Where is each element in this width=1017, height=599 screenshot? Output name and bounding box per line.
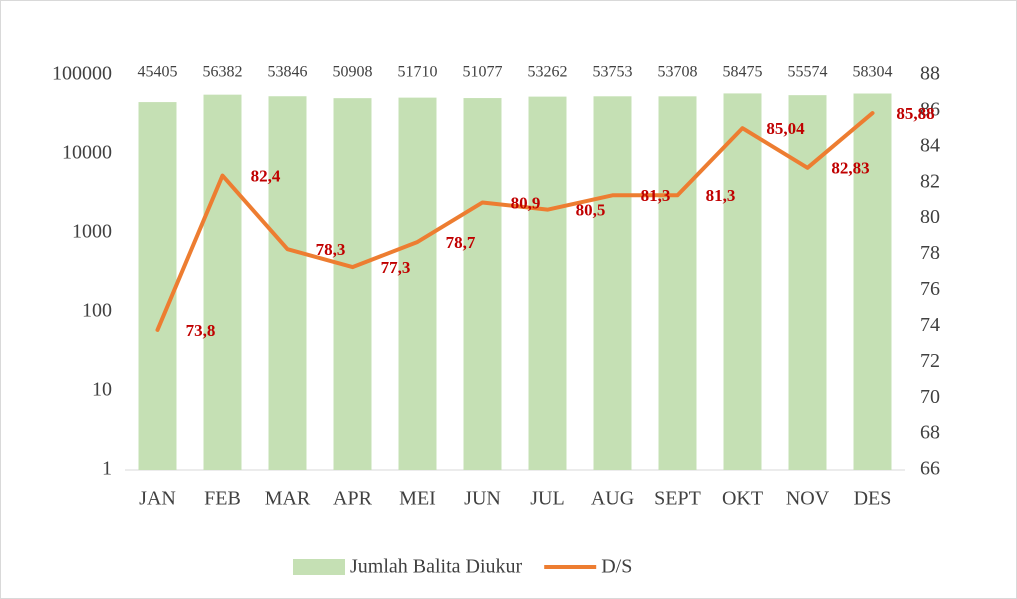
line-value-label: 77,3 — [381, 258, 411, 277]
bar-value-label: 51077 — [463, 64, 503, 81]
bar — [203, 94, 242, 470]
bar — [593, 96, 632, 470]
x-tick-label: JUL — [530, 488, 564, 510]
bar — [788, 95, 827, 470]
bar — [723, 93, 762, 470]
line-value-label: 85,04 — [766, 119, 805, 138]
bar-value-label: 56382 — [203, 64, 243, 81]
y2-tick-label: 84 — [920, 134, 940, 156]
legend-label: D/S — [601, 556, 632, 578]
bar — [853, 93, 892, 470]
y2-tick-label: 88 — [920, 63, 940, 85]
y2-tick-label: 80 — [920, 206, 940, 228]
bar-value-label: 58475 — [723, 64, 763, 81]
line-value-label: 85,88 — [896, 104, 934, 123]
x-tick-label: SEPT — [654, 488, 701, 510]
y2-tick-label: 70 — [920, 386, 940, 408]
bar — [398, 97, 437, 470]
bar — [528, 96, 567, 470]
legend-swatch — [293, 559, 345, 575]
legend-label: Jumlah Balita Diukur — [350, 556, 523, 578]
bar — [333, 98, 372, 470]
y-tick-label: 10000 — [62, 142, 112, 164]
y2-tick-label: 74 — [920, 314, 940, 336]
x-tick-label: DES — [854, 488, 892, 510]
line-value-label: 78,3 — [316, 240, 346, 259]
y-tick-label: 1000 — [72, 221, 112, 243]
x-tick-label: JAN — [139, 488, 176, 510]
x-tick-label: FEB — [204, 488, 241, 510]
x-tick-label: MEI — [399, 488, 436, 510]
y2-tick-label: 68 — [920, 422, 940, 444]
line-value-label: 80,9 — [511, 193, 541, 212]
y2-tick-label: 76 — [920, 278, 940, 300]
line — [155, 111, 875, 332]
x-tick-label: APR — [333, 488, 373, 510]
bar-value-label: 51710 — [398, 64, 438, 81]
x-tick-label: OKT — [722, 488, 763, 510]
bar — [658, 96, 697, 471]
bar-value-label: 53708 — [658, 64, 698, 81]
x-tick-label: JUN — [464, 488, 501, 510]
y-tick-label: 10 — [92, 379, 112, 401]
bar-value-label: 53846 — [268, 64, 308, 81]
line-value-label: 78,7 — [446, 233, 476, 252]
x-tick-label: MAR — [265, 488, 311, 510]
y2-tick-label: 66 — [920, 458, 940, 480]
line-value-label: 81,3 — [641, 186, 671, 205]
line-value-label: 81,3 — [706, 186, 736, 205]
line-value-label: 80,5 — [576, 201, 606, 220]
line-value-label: 82,4 — [251, 166, 281, 185]
bar-value-label: 58304 — [853, 64, 893, 81]
bar — [138, 102, 177, 470]
bar-value-label: 50908 — [333, 64, 373, 81]
y-tick-label: 100000 — [52, 63, 112, 85]
x-tick-label: NOV — [786, 488, 830, 510]
y2-tick-label: 82 — [920, 170, 940, 192]
y2-tick-label: 86 — [920, 99, 940, 121]
bar — [268, 96, 307, 470]
bar-value-label: 53262 — [528, 64, 568, 81]
line-value-label: 82,83 — [831, 159, 869, 178]
bar-value-label: 55574 — [788, 64, 828, 81]
y-tick-label: 1 — [102, 458, 112, 480]
y2-tick-label: 72 — [920, 350, 940, 372]
y-tick-label: 100 — [82, 300, 112, 322]
bar-value-label: 53753 — [593, 64, 633, 81]
bar-value-label: 45405 — [138, 64, 178, 81]
x-tick-label: AUG — [591, 488, 634, 510]
line-value-label: 73,8 — [186, 321, 216, 340]
bar — [463, 98, 502, 470]
y2-tick-label: 78 — [920, 242, 940, 264]
